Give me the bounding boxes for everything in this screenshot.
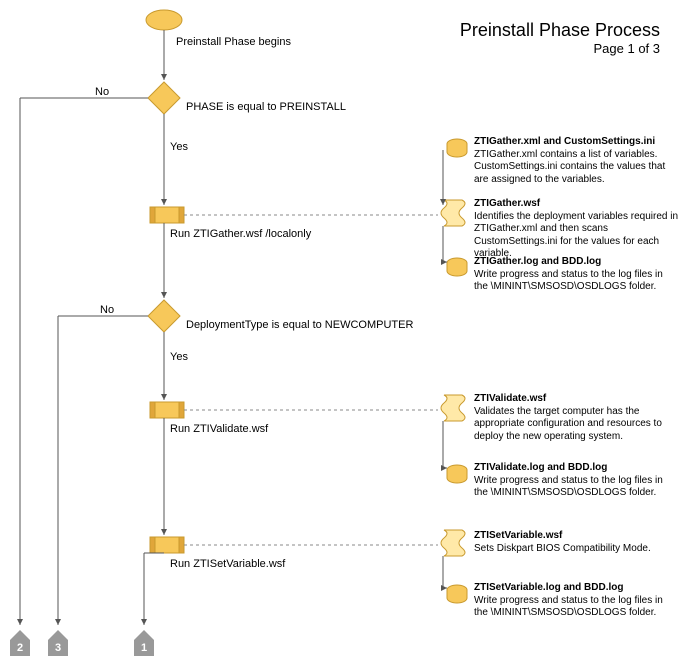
side-1a-body: ZTIGather.xml contains a list of variabl… bbox=[474, 149, 679, 187]
process-2-label: Run ZTIValidate.wsf bbox=[170, 422, 268, 436]
side-3a-body: Sets Diskpart BIOS Compatibility Mode. bbox=[474, 543, 679, 556]
side-1b: ZTIGather.wsf Identifies the deployment … bbox=[474, 198, 679, 261]
continuation-3: 3 bbox=[48, 640, 68, 656]
side-3a: ZTISetVariable.wsf Sets Diskpart BIOS Co… bbox=[474, 530, 679, 555]
side-1a: ZTIGather.xml and CustomSettings.ini ZTI… bbox=[474, 136, 679, 186]
decision-2-no: No bbox=[100, 303, 114, 317]
process-1-label: Run ZTIGather.wsf /localonly bbox=[170, 227, 311, 241]
side-2a-body: Validates the target computer has the ap… bbox=[474, 406, 679, 444]
side-1b-body: Identifies the deployment variables requ… bbox=[474, 211, 679, 261]
side-2b-body: Write progress and status to the log fil… bbox=[474, 475, 679, 500]
decision-2-yes: Yes bbox=[170, 350, 188, 364]
start-label: Preinstall Phase begins bbox=[176, 35, 291, 49]
decision-1-label: PHASE is equal to PREINSTALL bbox=[186, 100, 346, 114]
side-1a-heading: ZTIGather.xml and CustomSettings.ini bbox=[474, 136, 679, 149]
side-3b-body: Write progress and status to the log fil… bbox=[474, 595, 679, 620]
side-2b: ZTIValidate.log and BDD.log Write progre… bbox=[474, 462, 679, 500]
side-2a-heading: ZTIValidate.wsf bbox=[474, 393, 679, 406]
continuation-1: 1 bbox=[134, 640, 154, 656]
side-3b-heading: ZTISetVariable.log and BDD.log bbox=[474, 582, 679, 595]
side-2b-heading: ZTIValidate.log and BDD.log bbox=[474, 462, 679, 475]
process-3-label: Run ZTISetVariable.wsf bbox=[170, 557, 285, 571]
decision-1-yes: Yes bbox=[170, 140, 188, 154]
side-1c: ZTIGather.log and BDD.log Write progress… bbox=[474, 256, 679, 294]
side-2a: ZTIValidate.wsf Validates the target com… bbox=[474, 393, 679, 443]
side-3b: ZTISetVariable.log and BDD.log Write pro… bbox=[474, 582, 679, 620]
decision-1-no: No bbox=[95, 85, 109, 99]
side-1c-heading: ZTIGather.log and BDD.log bbox=[474, 256, 679, 269]
decision-2-label: DeploymentType is equal to NEWCOMPUTER bbox=[186, 318, 413, 332]
continuation-2: 2 bbox=[10, 640, 30, 656]
side-3a-heading: ZTISetVariable.wsf bbox=[474, 530, 679, 543]
side-1c-body: Write progress and status to the log fil… bbox=[474, 269, 679, 294]
side-1b-heading: ZTIGather.wsf bbox=[474, 198, 679, 211]
